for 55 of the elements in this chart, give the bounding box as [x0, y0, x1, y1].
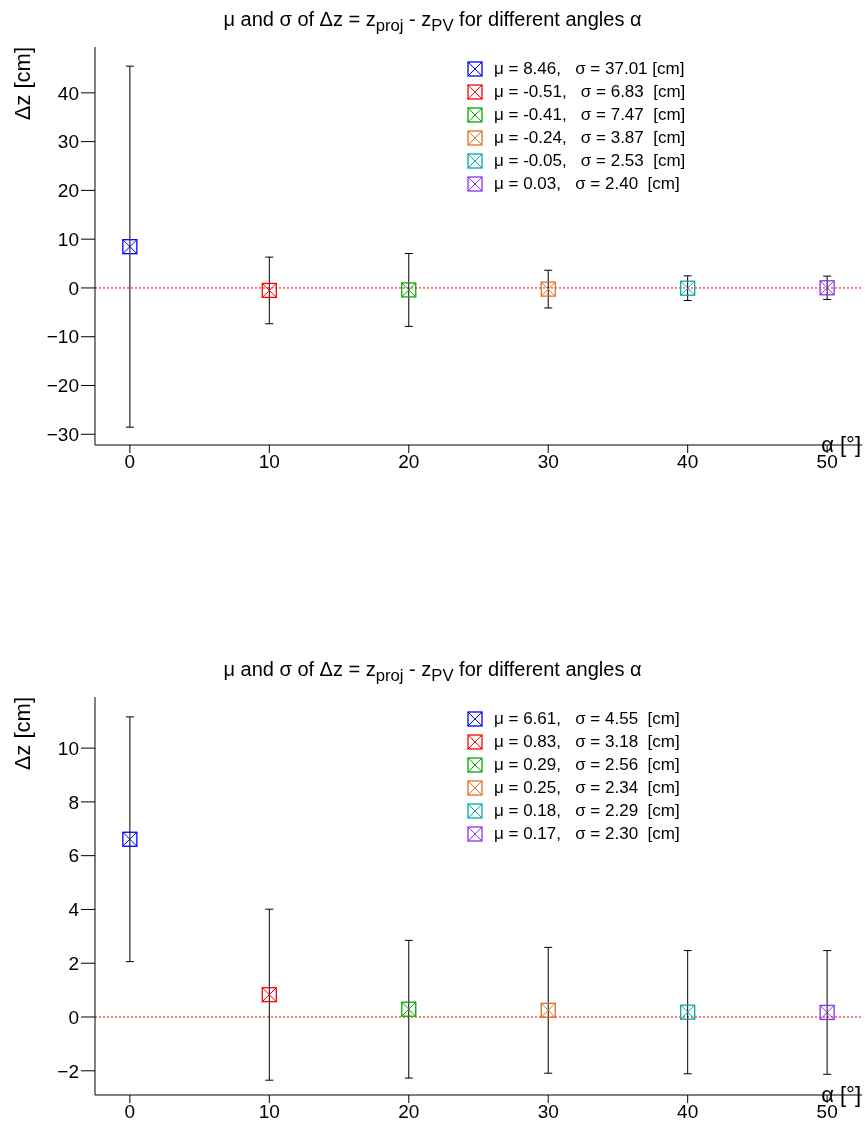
x-tick-label: 0 — [124, 451, 136, 473]
x-tick-label: 10 — [258, 1101, 280, 1123]
legend-label: μ = -0.24, σ = 3.87 [cm] — [494, 127, 686, 148]
x-tick-label: 50 — [816, 1101, 838, 1123]
point — [401, 282, 417, 298]
point — [680, 280, 696, 296]
x-tick-label: 20 — [398, 451, 420, 473]
y-tick-label: 10 — [57, 228, 79, 250]
chart-title: μ and σ of Δz = z$_{proj}$ - z$_{PV}$ for different angles α — [222, 8, 643, 36]
legend-label: μ = 8.46, σ = 37.01 [cm] — [494, 58, 685, 79]
x-tick-label: 40 — [677, 451, 699, 473]
y-tick-label: 30 — [57, 131, 79, 153]
point — [819, 1004, 835, 1021]
legend-label: μ = -0.41, σ = 7.47 [cm] — [494, 104, 686, 125]
x-tick-label: 50 — [816, 451, 838, 473]
legend-label: μ = -0.51, σ = 6.83 [cm] — [494, 81, 686, 102]
y-tick-label: 20 — [57, 180, 79, 202]
x-tick-label: 10 — [258, 451, 280, 473]
y-tick-label: 0 — [68, 1006, 79, 1028]
y-axis-title: Δz [cm] — [10, 47, 35, 121]
y-tick-label: −2 — [57, 1060, 79, 1082]
point — [401, 1001, 417, 1017]
legend-label: μ = 0.29, σ = 2.56 [cm] — [494, 754, 680, 775]
legend-label: μ = 0.83, σ = 3.18 [cm] — [494, 731, 680, 752]
y-tick-label: 10 — [57, 737, 79, 759]
x-tick-label: 30 — [537, 451, 559, 473]
legend-label: μ = 0.17, σ = 2.30 [cm] — [494, 823, 680, 844]
y-tick-label: −10 — [46, 326, 79, 348]
legend-label: μ = 0.03, σ = 2.40 [cm] — [494, 173, 680, 194]
y-tick-label: 6 — [68, 845, 79, 867]
chart-title: μ and σ of Δz = z$_{proj}$ - z$_{PV}$ for different angles α — [222, 658, 643, 686]
x-tick-label: 20 — [398, 1101, 420, 1123]
point — [261, 987, 277, 1003]
legend-label: μ = -0.05, σ = 2.53 [cm] — [494, 150, 686, 171]
legend-label: μ = 0.18, σ = 2.29 [cm] — [494, 800, 680, 821]
y-tick-label: 0 — [68, 277, 79, 299]
legend-label: μ = 6.61, σ = 4.55 [cm] — [494, 708, 680, 729]
y-tick-label: 2 — [68, 952, 79, 974]
point — [540, 281, 556, 297]
point — [122, 239, 138, 255]
x-tick-label: 30 — [537, 1101, 559, 1123]
y-tick-label: 4 — [68, 899, 80, 921]
y-tick-label: 40 — [57, 82, 79, 104]
y-axis-title: Δz [cm] — [10, 697, 35, 771]
x-tick-label: 0 — [124, 1101, 136, 1123]
y-tick-label: −20 — [46, 375, 79, 397]
point — [122, 831, 138, 847]
x-tick-label: 40 — [677, 1101, 699, 1123]
y-tick-label: 8 — [68, 791, 79, 813]
y-tick-label: −30 — [46, 424, 79, 446]
point — [540, 1002, 556, 1018]
point — [261, 282, 277, 299]
legend-label: μ = 0.25, σ = 2.34 [cm] — [494, 777, 680, 798]
point — [819, 280, 835, 296]
point — [680, 1004, 696, 1020]
